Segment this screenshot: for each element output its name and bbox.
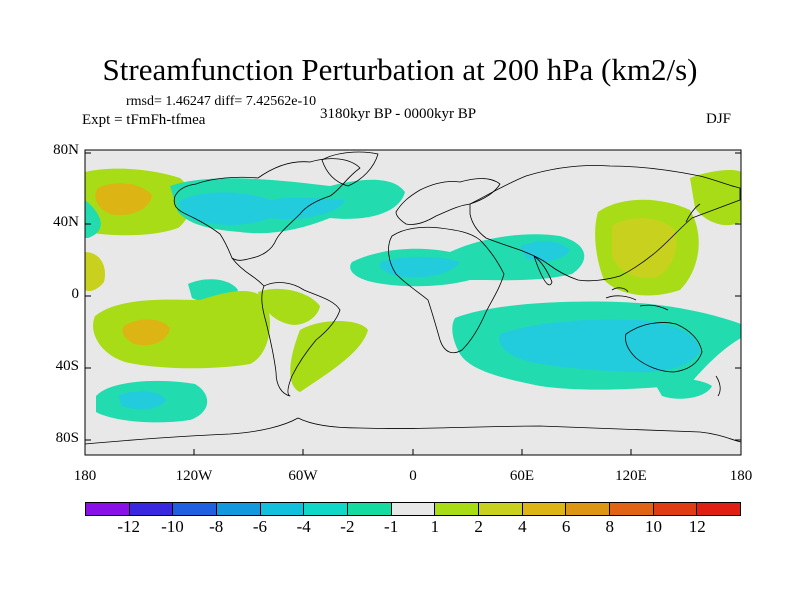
colorbar-tick-label: 4 xyxy=(518,517,527,536)
colorbar-tick-label: -12 xyxy=(117,517,141,536)
coastlines xyxy=(85,151,741,445)
x-tick-label: 120W xyxy=(175,468,213,484)
colorbar-swatch xyxy=(348,503,392,515)
y-tick-label: 80S xyxy=(55,430,79,446)
coast-new-zealand xyxy=(715,375,721,397)
x-tick-label: 180 xyxy=(73,468,97,484)
y-tick-label: 40N xyxy=(53,214,79,230)
colorbar-swatch xyxy=(260,503,305,515)
field-contour-southern-ocean-west-core xyxy=(118,391,166,410)
colorbar-tick-label: 10 xyxy=(645,517,663,536)
coast-europe xyxy=(395,178,501,225)
coast-india xyxy=(533,255,553,286)
field-contour-south-of-australia xyxy=(655,378,712,399)
field-contour-indian-ocean-core xyxy=(499,319,700,373)
colorbar-tick-label: 2 xyxy=(474,517,483,536)
colorbar-tick-label: -4 xyxy=(296,517,311,536)
colorbar xyxy=(85,502,741,516)
colorbar-swatch xyxy=(522,503,567,515)
coast-africa xyxy=(388,226,505,354)
rmsd-diff-stats: rmsd= 1.46247 diff= 7.42562e-10 xyxy=(126,94,317,109)
y-tick-label: 0 xyxy=(71,286,80,302)
coast-japan xyxy=(685,203,701,223)
field-contour-north-pacific-core xyxy=(95,183,152,216)
map-field xyxy=(85,150,741,455)
coast-maritime-continent xyxy=(605,287,669,311)
colorbar-swatch xyxy=(610,503,654,515)
colorbar-swatch xyxy=(653,503,698,515)
field-contour-south-atlantic xyxy=(290,321,368,392)
field-contour-west-pacific-core xyxy=(612,218,677,279)
x-tick-label: 60E xyxy=(509,468,535,484)
coast-north-america xyxy=(173,158,361,261)
field-contour-north-atlantic-core xyxy=(179,192,345,225)
coast-central-america xyxy=(231,257,265,287)
season-label: DJF xyxy=(706,111,732,127)
colorbar-tick-label: 12 xyxy=(688,517,706,536)
experiment-label: Expt = tFmFh-tfmea xyxy=(82,112,206,128)
field-contour-central-pacific xyxy=(85,252,106,292)
colorbar-tick-label: -2 xyxy=(340,517,355,536)
axis-ticks xyxy=(84,152,742,455)
colorbar-swatch xyxy=(217,503,261,515)
coast-greenland xyxy=(321,151,379,187)
colorbar-tick-label: -8 xyxy=(209,517,224,536)
x-tick-label: 120E xyxy=(615,468,647,484)
colorbar-tick-label: 6 xyxy=(561,517,571,536)
x-tick-label: 60W xyxy=(288,468,318,484)
coast-antarctica xyxy=(85,417,741,445)
field-contour-south-pacific xyxy=(93,290,270,369)
colorbar-swatch xyxy=(173,503,218,515)
colorbar-tick-label: -6 xyxy=(252,517,267,536)
colorbar-swatch xyxy=(697,503,741,515)
y-tick-label: 40S xyxy=(55,358,79,374)
colorbar-tick-label: -1 xyxy=(384,517,399,536)
x-tick-label: 180 xyxy=(729,468,753,484)
colorbar-swatch xyxy=(304,503,349,515)
map-title: Streamfunction Perturbation at 200 hPa (… xyxy=(102,52,698,87)
field-contour-west-edge xyxy=(85,200,101,238)
colorbar-swatch xyxy=(566,503,611,515)
colorbar-tick-label: 8 xyxy=(605,517,615,536)
coast-south-america xyxy=(261,282,341,397)
y-tick-label: 80N xyxy=(53,142,79,158)
colorbar-swatch xyxy=(391,503,436,515)
field-contour-south-pacific-core xyxy=(122,319,170,346)
field-contour-tropical-atlantic-core xyxy=(379,256,460,278)
colorbar-swatch xyxy=(129,503,174,515)
coast-asia xyxy=(469,165,741,282)
colorbar-swatch xyxy=(86,503,130,515)
colorbar-swatch xyxy=(479,503,523,515)
time-period-label: 3180kyr BP - 0000kyr BP xyxy=(320,106,477,122)
colorbar-tick-label: -10 xyxy=(161,517,184,536)
colorbar-tick-label: 1 xyxy=(430,517,440,536)
field-contour-northeast-edge xyxy=(690,170,741,226)
x-tick-label: 0 xyxy=(409,468,417,484)
field-contour-south-america xyxy=(258,288,320,325)
coast-australia xyxy=(625,322,703,373)
colorbar-swatch xyxy=(435,503,480,515)
field-contour-arabian-sea xyxy=(520,241,570,262)
